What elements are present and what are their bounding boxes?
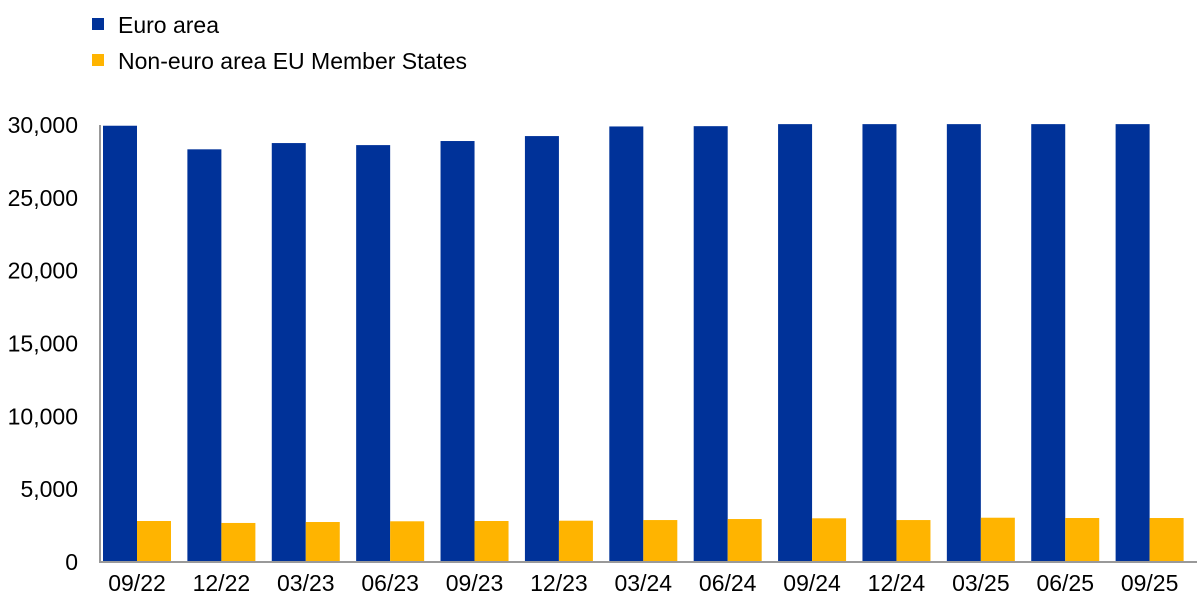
x-tick-label: 12/24 — [868, 570, 926, 596]
bar-non-euro-09-25 — [1149, 518, 1184, 562]
bar-non-euro-12-23 — [558, 520, 593, 562]
legend-label: Euro area — [118, 12, 219, 38]
bar-euro-area-09-22 — [103, 125, 137, 562]
x-tick-label: 06/24 — [699, 570, 757, 596]
x-tick-label: 09/25 — [1121, 570, 1179, 596]
x-tick-label: 09/22 — [108, 570, 166, 596]
legend-swatch — [92, 54, 104, 66]
x-tick-label: 09/23 — [446, 570, 504, 596]
x-tick-label: 09/24 — [783, 570, 841, 596]
legend: Euro area Non-euro area EU Member States — [92, 12, 467, 74]
x-axis: 09/22 12/22 03/23 06/23 09/23 12/23 03/24 06/24… — [99, 561, 1197, 596]
bar-non-euro-03-23 — [305, 522, 340, 562]
bar-non-euro-03-24 — [643, 520, 678, 562]
y-tick-label: 15,000 — [8, 331, 78, 357]
bar-non-euro-03-25 — [980, 517, 1015, 562]
x-tick-label: 12/23 — [530, 570, 588, 596]
bar-euro-area-06-24 — [693, 126, 728, 562]
bar-non-euro-06-24 — [727, 519, 762, 562]
x-tick-label: 06/25 — [1036, 570, 1094, 596]
y-tick-label: 30,000 — [8, 112, 78, 138]
y-tick-label: 20,000 — [8, 258, 78, 284]
bar-euro-area-03-23 — [271, 143, 306, 562]
legend-label: Non-euro area EU Member States — [118, 48, 467, 74]
bar-euro-area-12-23 — [524, 136, 559, 562]
x-tick-label: 03/25 — [952, 570, 1010, 596]
bar-euro-area-06-25 — [1031, 124, 1066, 562]
bar-non-euro-06-23 — [390, 521, 425, 562]
bar-non-euro-06-25 — [1065, 518, 1100, 562]
x-tick-label: 06/23 — [361, 570, 419, 596]
bar-euro-area-06-23 — [356, 145, 391, 563]
bar-non-euro-09-23 — [474, 520, 509, 562]
x-tick-label: 03/23 — [277, 570, 335, 596]
bar-euro-area-12-24 — [862, 124, 897, 562]
y-axis: 0 5,000 10,000 15,000 20,000 25,000 30,000 — [8, 112, 101, 575]
bar-non-euro-09-24 — [812, 518, 847, 562]
y-tick-label: 25,000 — [8, 185, 78, 211]
bar-euro-area-09-25 — [1115, 124, 1150, 562]
bar-euro-area-12-22 — [187, 149, 222, 562]
bar-euro-area-09-24 — [778, 124, 813, 562]
y-tick-label: 0 — [65, 549, 78, 575]
x-tick-label: 03/24 — [615, 570, 673, 596]
bar-euro-area-03-24 — [609, 126, 644, 562]
bar-euro-area-03-25 — [946, 124, 981, 562]
x-tick-label: 12/22 — [193, 570, 251, 596]
bar-non-euro-09-22 — [137, 520, 171, 562]
bars — [103, 124, 1184, 563]
bar-euro-area-09-23 — [440, 141, 475, 563]
y-tick-label: 10,000 — [8, 403, 78, 429]
bar-non-euro-12-22 — [221, 522, 256, 562]
y-tick-label: 5,000 — [20, 476, 78, 502]
bar-non-euro-12-24 — [896, 520, 931, 562]
legend-swatch — [92, 18, 104, 30]
